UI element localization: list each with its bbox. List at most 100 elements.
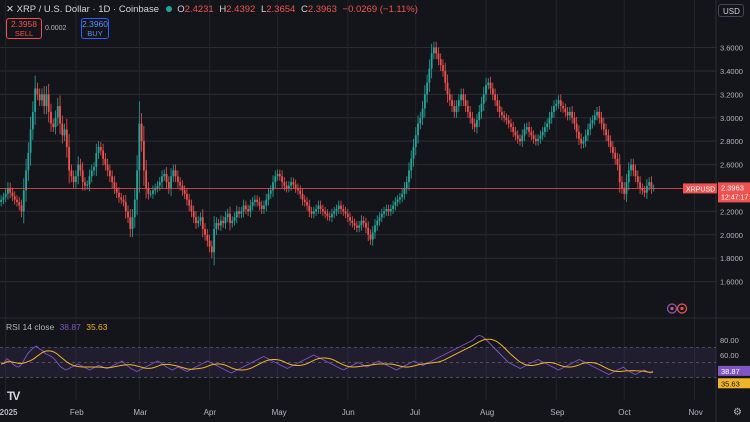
candle-body bbox=[525, 127, 528, 130]
candle-body bbox=[138, 123, 141, 171]
sell-button[interactable]: 2.3958 SELL bbox=[6, 18, 42, 39]
candle-body bbox=[290, 182, 293, 186]
change-value: −0.0269 (−1.11%) bbox=[342, 4, 418, 15]
candle-body bbox=[16, 199, 18, 203]
candle-body bbox=[179, 182, 182, 186]
candle-body bbox=[369, 234, 372, 240]
candle-body bbox=[528, 127, 530, 132]
candle-body bbox=[650, 182, 653, 188]
candle-body bbox=[251, 202, 254, 206]
candle-body bbox=[337, 205, 340, 210]
candle-body bbox=[455, 106, 458, 112]
candle-body bbox=[428, 68, 431, 83]
rsi-tick-label: 80.00 bbox=[720, 336, 739, 345]
candle-body bbox=[548, 117, 551, 124]
candle-body bbox=[256, 199, 259, 203]
candle-body bbox=[614, 152, 617, 159]
candle-body bbox=[602, 123, 605, 130]
candle-body bbox=[439, 59, 442, 66]
candle-body bbox=[568, 111, 571, 116]
candle-body bbox=[648, 182, 651, 186]
spread-value: 0.0002 bbox=[45, 25, 67, 32]
candle-body bbox=[480, 103, 483, 112]
candle-body bbox=[639, 182, 642, 188]
candle-body bbox=[417, 123, 419, 136]
rsi-ma-tag-label: 35.63 bbox=[721, 379, 740, 388]
candle-body bbox=[544, 127, 546, 132]
candle-body bbox=[355, 225, 358, 228]
candle-body bbox=[68, 147, 71, 171]
candle-body bbox=[589, 123, 592, 130]
candle-body bbox=[446, 82, 449, 95]
candle-body bbox=[326, 213, 329, 217]
candle-body bbox=[414, 135, 417, 148]
x-tick-label: Sep bbox=[550, 408, 565, 417]
candle-body bbox=[301, 193, 304, 200]
candle-body bbox=[331, 213, 333, 218]
candle-body bbox=[99, 147, 102, 151]
candle-body bbox=[426, 82, 429, 95]
alert-markers-icon[interactable] bbox=[666, 303, 688, 314]
x-tick-label: Mar bbox=[133, 408, 147, 417]
candle-body bbox=[346, 213, 349, 218]
candle-body bbox=[188, 199, 191, 206]
candle-body bbox=[519, 138, 521, 142]
candle-body bbox=[611, 147, 614, 153]
rsi-value-tag-label: 38.87 bbox=[721, 367, 740, 376]
candle-body bbox=[106, 164, 109, 171]
candle-body bbox=[299, 190, 302, 194]
candle-body bbox=[383, 211, 385, 214]
buy-button[interactable]: 2.3960 BUY bbox=[81, 18, 109, 39]
candle-body bbox=[285, 185, 288, 188]
candle-body bbox=[550, 111, 553, 118]
candle-body bbox=[233, 217, 236, 221]
candle-body bbox=[324, 211, 327, 214]
candle-body bbox=[104, 158, 107, 165]
symbol-title[interactable]: XRP / U.S. Dollar · 1D · Coinbase bbox=[16, 4, 159, 15]
currency-selector[interactable]: USD bbox=[718, 4, 744, 17]
candle-body bbox=[260, 205, 263, 210]
gear-icon[interactable]: ⚙ bbox=[733, 407, 742, 418]
rsi-title: RSI 14 close bbox=[6, 322, 55, 332]
candle-body bbox=[45, 94, 48, 107]
candle-body bbox=[317, 205, 320, 210]
candle-body bbox=[206, 234, 209, 241]
candle-body bbox=[41, 94, 43, 101]
candle-body bbox=[22, 190, 25, 212]
candle-body bbox=[371, 232, 374, 240]
candle-body bbox=[97, 147, 100, 153]
candle-body bbox=[294, 184, 297, 188]
candle-body bbox=[634, 170, 637, 177]
candle-body bbox=[587, 129, 589, 136]
candle-body bbox=[158, 182, 161, 186]
candle-body bbox=[231, 220, 234, 224]
candle-body bbox=[365, 223, 367, 228]
candle-body bbox=[643, 190, 646, 193]
candle-body bbox=[541, 131, 544, 136]
candle-body bbox=[310, 211, 313, 214]
candle-body bbox=[25, 170, 27, 191]
candle-body bbox=[387, 209, 390, 212]
candle-body bbox=[328, 216, 331, 218]
candle-body bbox=[176, 176, 179, 183]
candle-body bbox=[460, 94, 463, 101]
y-tick-label: 1.8000 bbox=[720, 254, 743, 263]
candle-body bbox=[321, 209, 324, 212]
close-icon[interactable]: ✕ bbox=[6, 4, 14, 15]
candle-body bbox=[405, 182, 408, 188]
candle-body bbox=[539, 135, 542, 139]
candle-body bbox=[491, 88, 494, 95]
candle-body bbox=[557, 100, 560, 104]
candle-body bbox=[244, 205, 247, 210]
x-tick-label: Jul bbox=[410, 408, 420, 417]
candle-body bbox=[448, 94, 451, 101]
candle-body bbox=[593, 115, 596, 121]
candle-body bbox=[86, 184, 89, 186]
candle-body bbox=[609, 141, 612, 148]
y-tick-label: 3.2000 bbox=[720, 90, 743, 99]
rsi-legend[interactable]: RSI 14 close 38.87 35.63 bbox=[6, 322, 108, 332]
candle-body bbox=[36, 88, 39, 95]
candle-body bbox=[283, 182, 286, 186]
candle-body bbox=[335, 209, 338, 212]
